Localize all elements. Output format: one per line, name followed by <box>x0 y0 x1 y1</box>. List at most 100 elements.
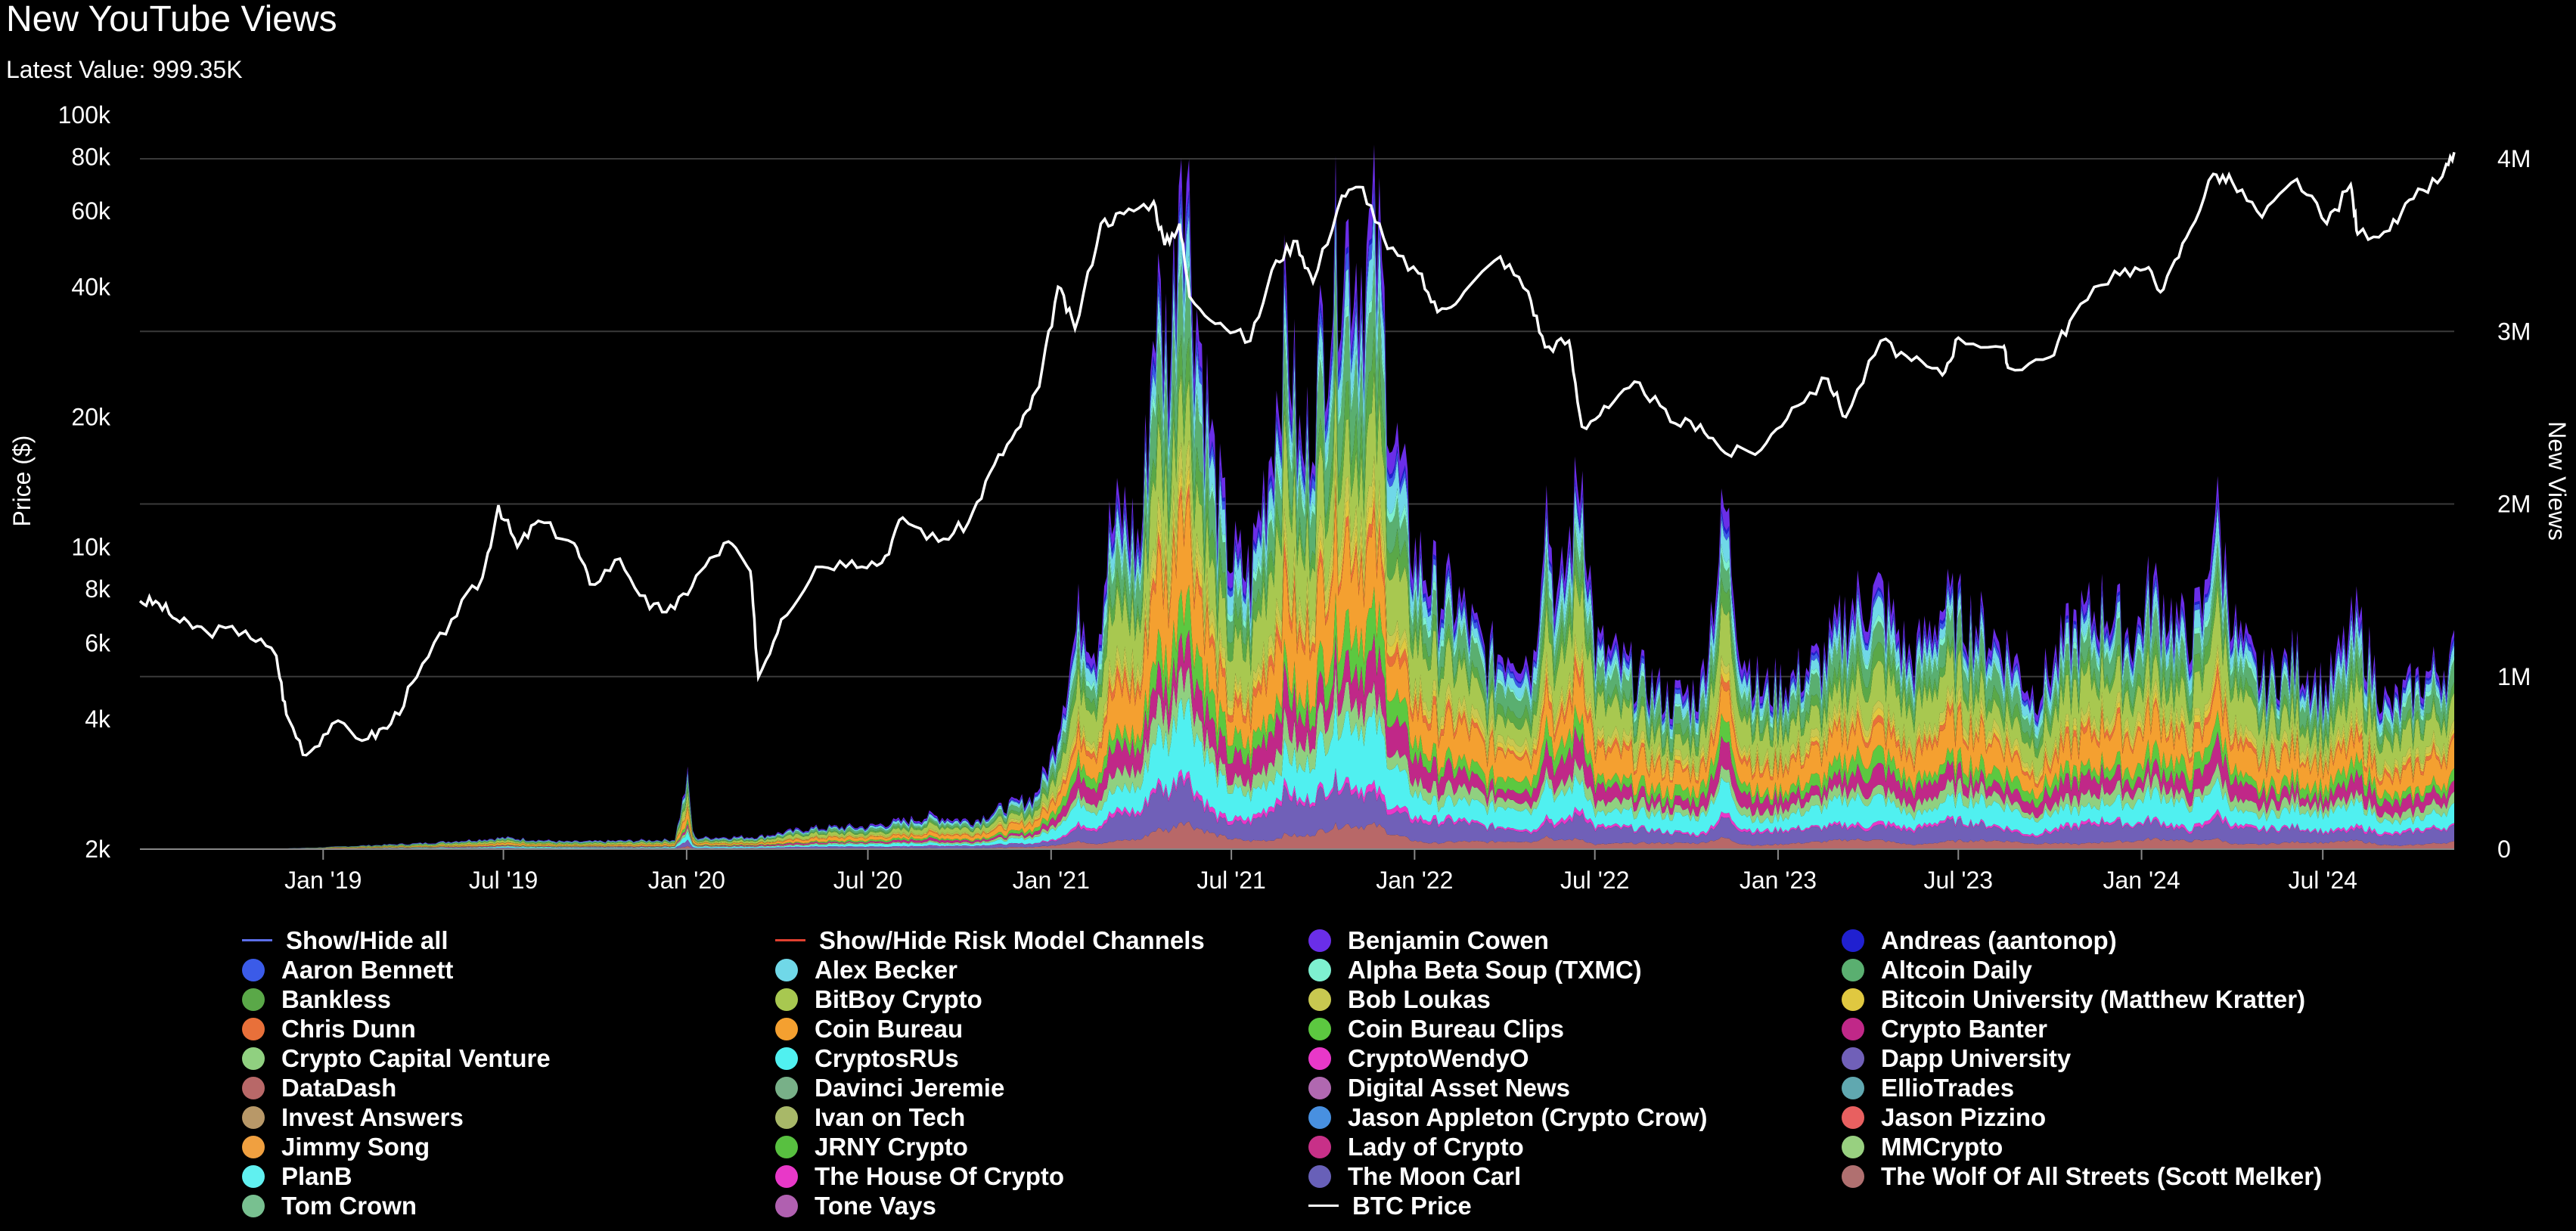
legend-dot-swatch <box>775 958 798 981</box>
left-tick-label: 100k <box>58 101 111 129</box>
legend-label: Invest Answers <box>281 1102 464 1131</box>
legend-item-jrny-crypto[interactable]: JRNY Crypto <box>775 1132 968 1161</box>
legend-label: BTC Price <box>1352 1191 1472 1220</box>
legend-dot-swatch <box>242 958 265 981</box>
legend-item-cryptowendyo[interactable]: CryptoWendyO <box>1308 1043 1529 1073</box>
legend-dot-swatch <box>775 1105 798 1129</box>
legend-label: Crypto Capital Venture <box>281 1043 551 1072</box>
legend-dot-swatch <box>1842 1047 1864 1070</box>
right-tick-label: 3M <box>2497 318 2531 345</box>
legend-item-digital-asset-news[interactable]: Digital Asset News <box>1308 1073 1570 1102</box>
legend-item-mmcrypto[interactable]: MMCrypto <box>1842 1132 2003 1161</box>
legend-item-tone-vays[interactable]: Tone Vays <box>775 1191 936 1220</box>
legend-item-datadash[interactable]: DataDash <box>242 1073 396 1102</box>
legend-item-ivan-on-tech[interactable]: Ivan on Tech <box>775 1102 965 1132</box>
legend-item-jimmy-song[interactable]: Jimmy Song <box>242 1132 430 1161</box>
series-area <box>140 697 2454 849</box>
legend-dot-swatch <box>1308 1017 1331 1040</box>
legend-item-chris-dunn[interactable]: Chris Dunn <box>242 1014 416 1043</box>
legend-label: Lady of Crypto <box>1348 1132 1524 1161</box>
x-tick-label: Jul '22 <box>1560 867 1630 894</box>
legend-item-altcoin-daily[interactable]: Altcoin Daily <box>1842 955 2032 984</box>
legend-line-swatch <box>1308 1205 1339 1207</box>
legend-item-crypto-banter[interactable]: Crypto Banter <box>1842 1014 2047 1043</box>
legend-dot-swatch <box>775 1164 798 1188</box>
legend-dot-swatch <box>1842 958 1864 981</box>
legend-item-show-hide-risk-model-channels[interactable]: Show/Hide Risk Model Channels <box>775 926 1205 955</box>
legend-dot-swatch <box>1842 1164 1864 1188</box>
legend-item-bob-loukas[interactable]: Bob Loukas <box>1308 984 1491 1014</box>
right-axis-ticks: 4M 3M 2M 1M 0 <box>2497 145 2531 863</box>
left-axis-label: Price ($) <box>8 436 36 527</box>
x-tick-label: Jan '22 <box>1376 867 1453 894</box>
legend-line-swatch <box>242 939 272 941</box>
legend-label: EllioTrades <box>1881 1073 2015 1102</box>
legend-item-cryptosrus[interactable]: CryptosRUs <box>775 1043 959 1073</box>
legend-item-invest-answers[interactable]: Invest Answers <box>242 1102 464 1132</box>
legend-dot-swatch <box>1308 1076 1331 1099</box>
series-area <box>140 821 2454 849</box>
legend-label: Tone Vays <box>815 1191 936 1220</box>
legend-label: JRNY Crypto <box>815 1132 968 1161</box>
legend-item-the-moon-carl[interactable]: The Moon Carl <box>1308 1161 1521 1191</box>
legend-dot-swatch <box>242 1105 265 1129</box>
legend-item-dapp-university[interactable]: Dapp University <box>1842 1043 2071 1073</box>
legend-item-alpha-beta-soup-txmc[interactable]: Alpha Beta Soup (TXMC) <box>1308 955 1642 984</box>
legend-dot-swatch <box>1842 1076 1864 1099</box>
legend-item-the-wolf-of-all-streets-scott-melker[interactable]: The Wolf Of All Streets (Scott Melker) <box>1842 1161 2322 1191</box>
legend: Show/Hide all Show/Hide Risk Model Channe… <box>242 926 2511 1228</box>
legend-label: Bitcoin University (Matthew Kratter) <box>1881 984 2306 1013</box>
legend-label: Crypto Banter <box>1881 1014 2048 1043</box>
x-tick-label: Jul '19 <box>469 867 538 894</box>
legend-dot-swatch <box>1308 958 1331 981</box>
left-tick-label: 60k <box>71 197 111 225</box>
legend-label: Dapp University <box>1881 1043 2072 1072</box>
legend-label: Andreas (aantonop) <box>1881 926 2117 954</box>
legend-label: Bob Loukas <box>1348 984 1491 1013</box>
legend-item-the-house-of-crypto[interactable]: The House Of Crypto <box>775 1161 1064 1191</box>
legend-item-bitboy-crypto[interactable]: BitBoy Crypto <box>775 984 982 1014</box>
legend-dot-swatch <box>242 988 265 1011</box>
x-tick-label: Jan '19 <box>284 867 362 894</box>
legend-dot-swatch <box>1308 1164 1331 1188</box>
legend-item-alex-becker[interactable]: Alex Becker <box>775 955 957 984</box>
left-tick-label: 4k <box>85 705 111 733</box>
left-tick-label: 8k <box>85 575 111 603</box>
left-axis-ticks: 100k 80k 60k 40k 20k 10k 8k 6k 4k 2k <box>58 101 111 863</box>
left-tick-label: 20k <box>71 403 111 430</box>
legend-item-bankless[interactable]: Bankless <box>242 984 391 1014</box>
legend-item-davinci-jeremie[interactable]: Davinci Jeremie <box>775 1073 1004 1102</box>
legend-item-crypto-capital-venture[interactable]: Crypto Capital Venture <box>242 1043 551 1073</box>
legend-item-btc-price[interactable]: BTC Price <box>1308 1191 1472 1220</box>
legend-label: The Wolf Of All Streets (Scott Melker) <box>1881 1161 2323 1190</box>
series-area <box>140 367 2454 849</box>
legend-item-jason-appleton-crypto-crow[interactable]: Jason Appleton (Crypto Crow) <box>1308 1102 1707 1132</box>
right-tick-label: 2M <box>2497 491 2531 518</box>
legend-dot-swatch <box>1842 1017 1864 1040</box>
legend-label: MMCrypto <box>1881 1132 2003 1161</box>
legend-dot-swatch <box>1842 988 1864 1011</box>
legend-item-bitcoin-university-matthew-kratter[interactable]: Bitcoin University (Matthew Kratter) <box>1842 984 2305 1014</box>
legend-dot-swatch <box>242 1047 265 1070</box>
legend-dot-swatch <box>1308 988 1331 1011</box>
legend-item-show-hide-all[interactable]: Show/Hide all <box>242 926 448 955</box>
legend-item-tom-crown[interactable]: Tom Crown <box>242 1191 417 1220</box>
legend-item-benjamin-cowen[interactable]: Benjamin Cowen <box>1308 926 1549 955</box>
legend-item-andreas-aantonop[interactable]: Andreas (aantonop) <box>1842 926 2117 955</box>
latest-value: Latest Value: 999.35K <box>6 56 243 83</box>
stacked-areas <box>140 144 2454 850</box>
legend-item-jason-pizzino[interactable]: Jason Pizzino <box>1842 1102 2046 1132</box>
legend-dot-swatch <box>775 1135 798 1158</box>
x-tick-label: Jan '23 <box>1740 867 1817 894</box>
legend-item-coin-bureau-clips[interactable]: Coin Bureau Clips <box>1308 1014 1564 1043</box>
legend-item-aaron-bennett[interactable]: Aaron Bennett <box>242 955 453 984</box>
legend-item-lady-of-crypto[interactable]: Lady of Crypto <box>1308 1132 1524 1161</box>
legend-label: Davinci Jeremie <box>815 1073 1005 1102</box>
legend-dot-swatch <box>775 1194 798 1217</box>
legend-item-elliotrades[interactable]: EllioTrades <box>1842 1073 2014 1102</box>
legend-item-coin-bureau[interactable]: Coin Bureau <box>775 1014 963 1043</box>
legend-item-planb[interactable]: PlanB <box>242 1161 352 1191</box>
right-tick-label: 1M <box>2497 663 2531 690</box>
legend-label: Benjamin Cowen <box>1348 926 1549 954</box>
legend-dot-swatch <box>1308 1047 1331 1070</box>
